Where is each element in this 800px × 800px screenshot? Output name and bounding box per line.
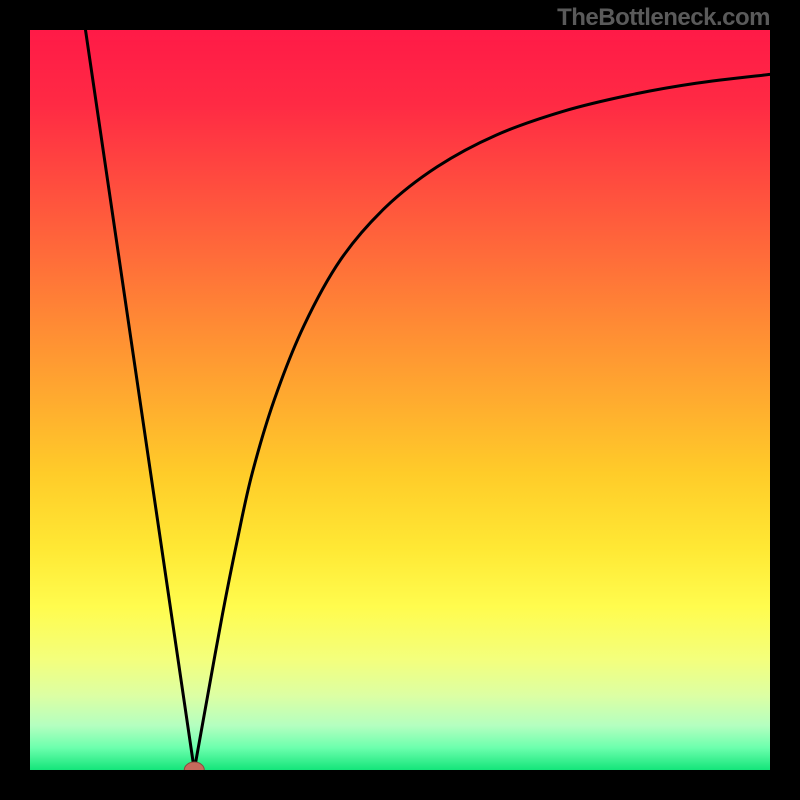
plot-area: [30, 30, 770, 770]
watermark-text: TheBottleneck.com: [557, 4, 770, 32]
chart-frame: TheBottleneck.com: [0, 0, 800, 800]
chart-svg: [30, 30, 770, 770]
